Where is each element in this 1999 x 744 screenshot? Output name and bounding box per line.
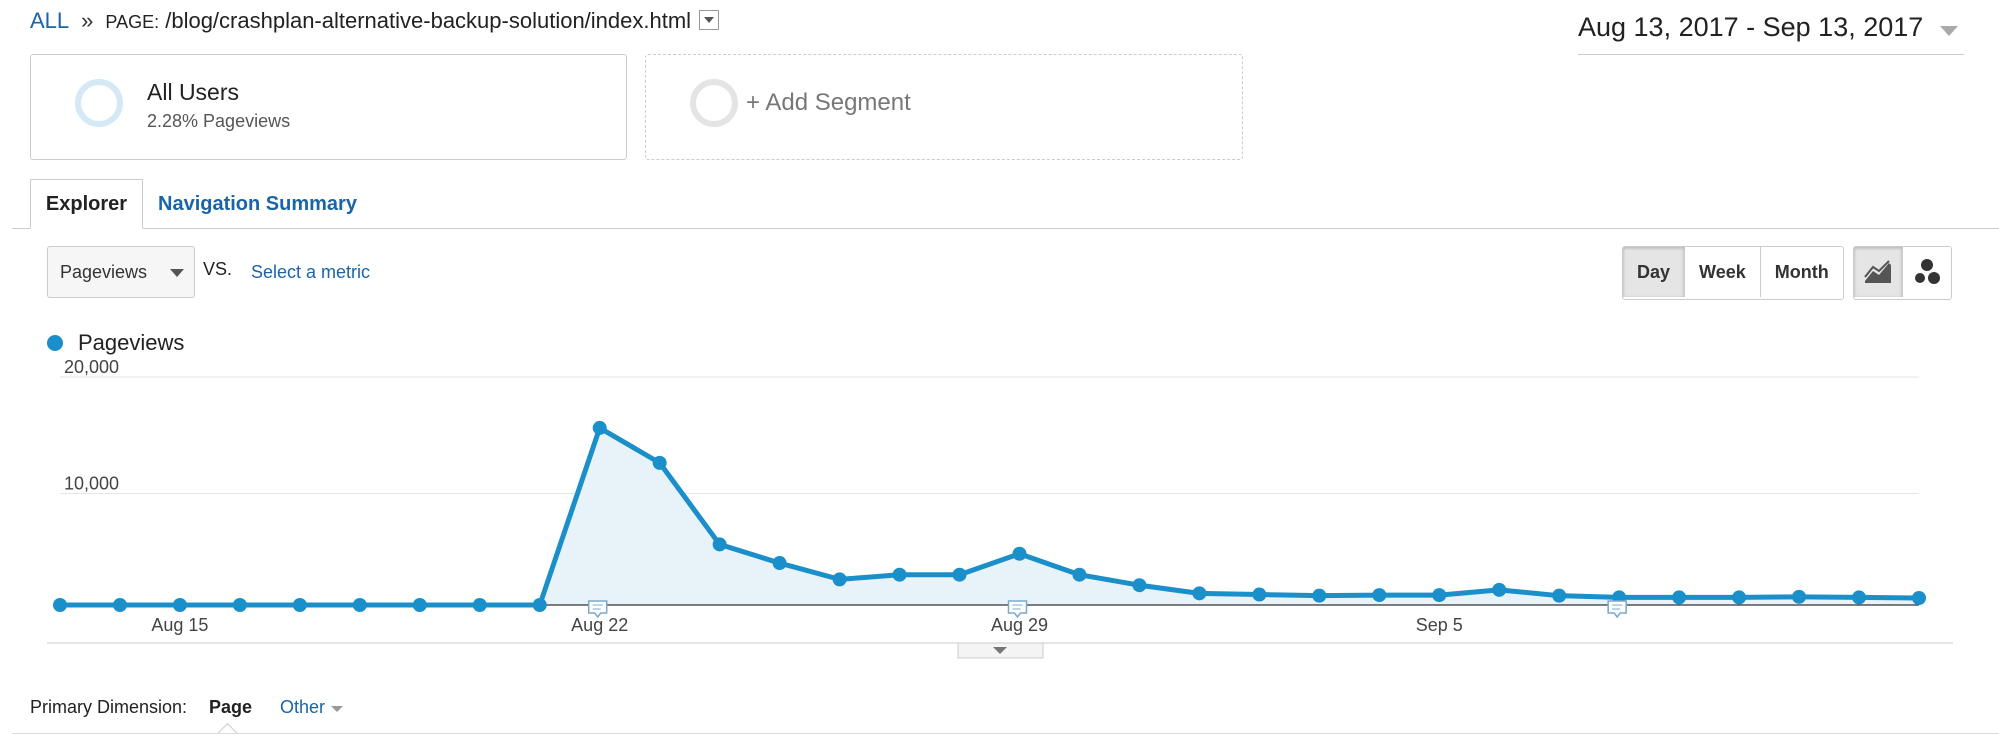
data-point	[1852, 590, 1867, 605]
data-point	[1072, 567, 1087, 582]
data-point	[352, 598, 367, 612]
primary-dimension-other[interactable]: Other	[280, 697, 326, 717]
date-range-text: Aug 13, 2017 - Sep 13, 2017	[1578, 12, 1924, 42]
data-point	[712, 537, 727, 552]
primary-dimension-page[interactable]: Page	[209, 697, 253, 717]
motion-chart-button[interactable]	[1903, 247, 1951, 297]
tab-explorer[interactable]: Explorer	[30, 179, 143, 229]
motion-chart-icon	[1915, 259, 1940, 284]
data-point	[532, 598, 547, 612]
tab-navigation-summary[interactable]: Navigation Summary	[158, 193, 357, 215]
breadcrumb: ALL » PAGE: /blog/crashplan-alternative-ba…	[30, 8, 720, 34]
series-area	[60, 427, 1919, 605]
breadcrumb-page-label: PAGE:	[105, 12, 160, 32]
data-point	[172, 598, 187, 612]
segment-ring-icon	[75, 79, 123, 127]
breadcrumb-page-path: /blog/crashplan-alternative-backup-solut…	[165, 8, 692, 33]
data-point	[412, 598, 427, 612]
data-point	[1792, 589, 1807, 604]
y-tick-label: 10,000	[64, 474, 119, 494]
month-button[interactable]: Month	[1760, 247, 1843, 297]
day-button[interactable]: Day	[1623, 247, 1686, 297]
week-button[interactable]: Week	[1685, 247, 1761, 297]
x-tick-label: Aug 15	[151, 615, 208, 635]
primary-dimension-label: Primary Dimension:	[30, 697, 188, 717]
breadcrumb-separator: »	[81, 8, 94, 33]
date-range-picker[interactable]: Aug 13, 2017 - Sep 13, 2017	[1578, 12, 1964, 55]
data-point	[1912, 591, 1926, 606]
chevron-down-icon	[331, 706, 343, 712]
segment-all-users[interactable]: All Users 2.28% Pageviews	[30, 54, 627, 160]
data-point	[292, 598, 307, 612]
metric-select[interactable]: Pageviews	[47, 246, 195, 298]
data-point	[892, 567, 907, 582]
pageviews-chart: 20,000 10,000 Aug 15 Aug 22 Aug 29 Sep 5	[47, 357, 1953, 659]
data-point	[1372, 588, 1387, 603]
tabs-divider	[12, 228, 1999, 229]
chevron-down-icon	[993, 647, 1007, 654]
x-tick-label: Aug 22	[571, 615, 628, 635]
data-point	[1672, 590, 1687, 605]
data-point	[592, 420, 607, 435]
series-line	[60, 425, 1920, 608]
line-chart-icon	[1864, 260, 1891, 283]
data-point	[53, 598, 67, 612]
data-point	[1192, 586, 1207, 601]
chevron-down-icon	[170, 269, 184, 277]
legend-swatch	[47, 335, 63, 351]
data-point	[952, 567, 967, 582]
metric-select-value: Pageviews	[60, 262, 148, 282]
data-point	[772, 556, 787, 571]
segment-title: All Users	[147, 79, 240, 105]
data-point	[1732, 590, 1747, 605]
data-point	[1252, 587, 1267, 602]
data-point	[1552, 588, 1567, 603]
bottom-divider	[12, 733, 1999, 734]
data-point	[1432, 588, 1447, 603]
data-point	[112, 598, 127, 612]
data-point	[472, 598, 487, 612]
x-tick-label: Aug 29	[991, 615, 1048, 635]
breadcrumb-all-link[interactable]: ALL	[30, 8, 70, 33]
period-toggle-group: Day Week Month	[1622, 246, 1844, 300]
data-point	[1312, 588, 1327, 603]
add-segment-button[interactable]: + Add Segment	[645, 54, 1243, 160]
add-segment-label: + Add Segment	[746, 89, 911, 116]
data-point	[832, 572, 847, 587]
chart-type-toggle-group	[1853, 246, 1952, 300]
line-chart-button[interactable]	[1854, 247, 1903, 297]
data-point	[1012, 546, 1027, 561]
select-metric-link[interactable]: Select a metric	[251, 262, 371, 282]
data-point	[1492, 582, 1507, 597]
legend-label: Pageviews	[78, 330, 185, 355]
data-point	[652, 455, 667, 470]
y-tick-label: 20,000	[64, 357, 119, 377]
x-tick-label: Sep 5	[1416, 615, 1463, 635]
chevron-down-icon	[1940, 26, 1958, 36]
data-point	[1132, 578, 1147, 593]
vs-label: VS.	[203, 259, 233, 279]
page-dropdown-icon[interactable]	[699, 10, 720, 31]
segment-subtitle: 2.28% Pageviews	[147, 111, 291, 131]
segment-ring-icon	[690, 79, 738, 127]
data-point	[232, 598, 247, 612]
